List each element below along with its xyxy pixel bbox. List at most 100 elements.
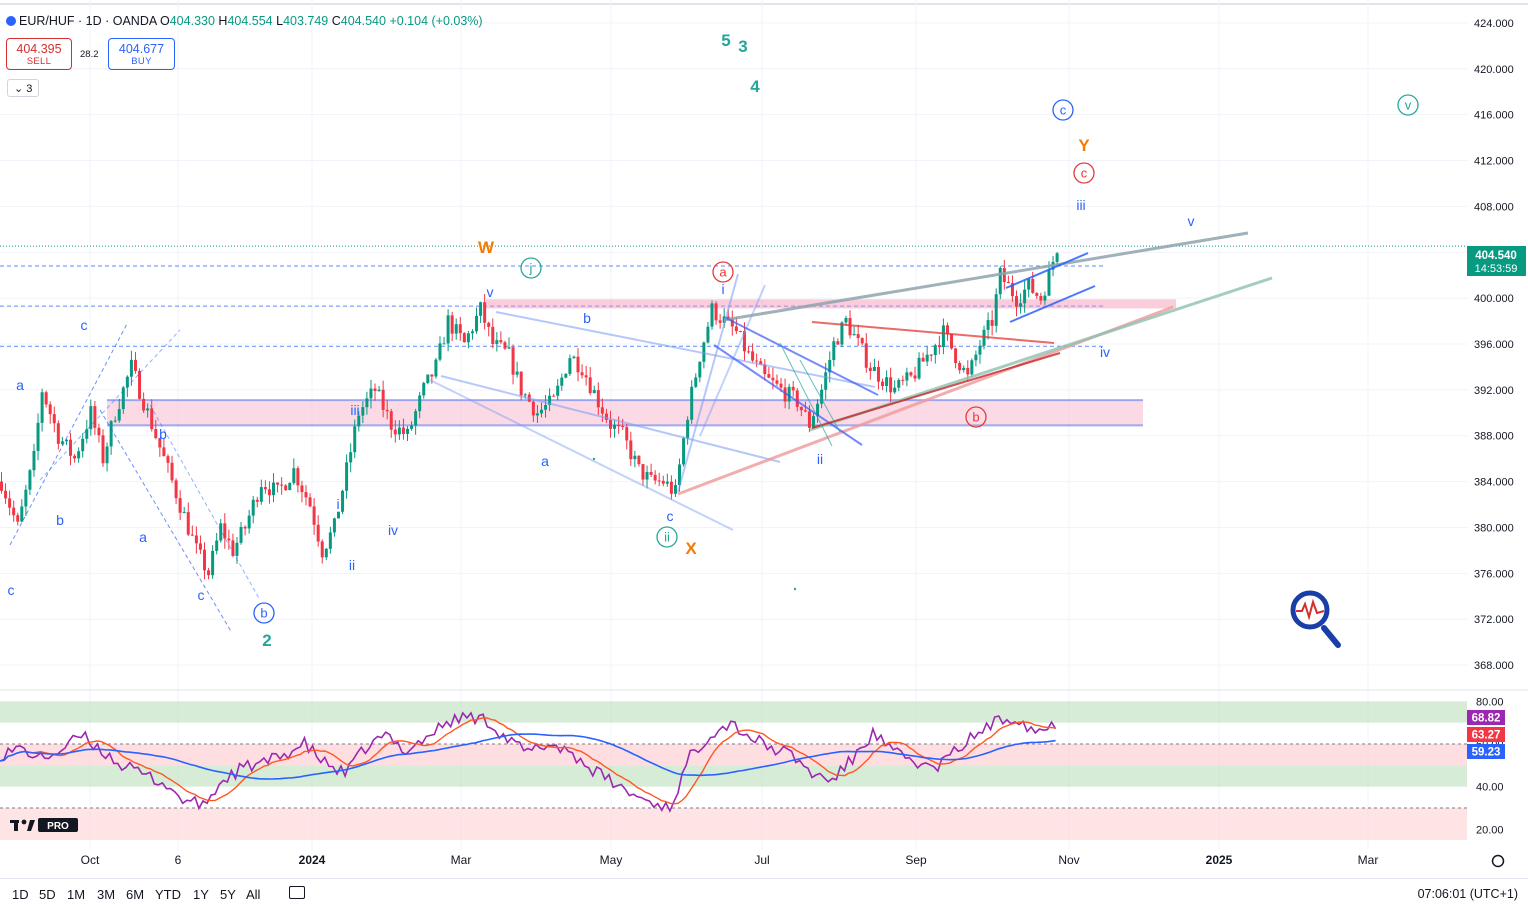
candle xyxy=(81,438,85,452)
candle xyxy=(556,385,560,396)
candle xyxy=(446,315,450,344)
candle xyxy=(401,427,405,434)
candle xyxy=(897,379,901,388)
candle xyxy=(60,441,64,444)
candle xyxy=(738,331,742,333)
candle xyxy=(535,413,539,416)
candle xyxy=(1002,267,1006,283)
candle xyxy=(572,356,576,359)
candle xyxy=(113,420,117,422)
candle xyxy=(840,322,844,345)
candle xyxy=(272,482,276,496)
candle xyxy=(223,523,227,539)
candle xyxy=(487,322,491,327)
clock-readout[interactable]: 07:06:01 (UTC+1) xyxy=(1417,887,1518,901)
candle xyxy=(913,375,917,379)
candle xyxy=(544,404,548,410)
candle xyxy=(434,359,438,377)
candle xyxy=(475,315,479,332)
rsi-axis-label: 20.00 xyxy=(1476,824,1504,836)
candle xyxy=(129,359,133,377)
candle xyxy=(458,324,462,334)
collapse-indicators-button[interactable]: ⌄ 3 xyxy=(7,79,39,97)
price-axis-label: 372.000 xyxy=(1474,614,1514,626)
candle xyxy=(158,438,162,448)
candle xyxy=(73,455,77,459)
wave-label: v xyxy=(1188,213,1195,229)
candle xyxy=(669,481,673,494)
candle xyxy=(706,326,710,343)
timeframe-button-5d[interactable]: 5D xyxy=(39,887,56,902)
timeframe-button-1d[interactable]: 1D xyxy=(12,887,29,902)
timeframe-button-all[interactable]: All xyxy=(246,887,261,902)
time-axis-label: 2024 xyxy=(299,853,326,867)
candle xyxy=(507,347,511,349)
candle xyxy=(12,507,16,516)
candle xyxy=(194,535,198,544)
candle xyxy=(816,403,820,417)
candle xyxy=(288,483,292,491)
candle xyxy=(682,438,686,465)
marker-dot xyxy=(592,457,596,461)
candle xyxy=(970,360,974,375)
candle xyxy=(714,303,718,321)
candle xyxy=(876,366,880,382)
candle xyxy=(718,320,722,323)
timeframe-button-6m[interactable]: 6M xyxy=(126,887,145,902)
price-axis-label: 424.000 xyxy=(1474,18,1514,30)
resistance-zone xyxy=(486,299,1176,309)
candle xyxy=(576,356,580,373)
candle xyxy=(239,526,243,543)
candle xyxy=(495,340,499,344)
candle xyxy=(584,375,588,378)
candle xyxy=(48,404,52,415)
price-chart[interactable]: 424.000420.000416.000412.000408.000404.0… xyxy=(0,0,1528,878)
candle xyxy=(511,347,515,375)
price-axis-label: 416.000 xyxy=(1474,110,1514,122)
buy-label: BUY xyxy=(131,56,152,67)
candle xyxy=(929,354,933,356)
candle xyxy=(560,377,564,386)
rsi-value: 68.82 xyxy=(1472,713,1501,725)
candle xyxy=(150,408,154,430)
candle xyxy=(1043,295,1047,301)
candle xyxy=(97,427,101,436)
wave-circle xyxy=(520,257,542,279)
candle xyxy=(146,408,150,411)
candle xyxy=(909,372,913,376)
candle xyxy=(1035,292,1039,296)
candle xyxy=(625,427,629,441)
candle xyxy=(385,409,389,412)
price-axis-label: 388.000 xyxy=(1474,431,1514,443)
wave-label: b xyxy=(159,426,167,442)
sell-button[interactable]: 404.395 SELL xyxy=(6,38,72,70)
candle xyxy=(211,550,215,576)
time-axis-label: Mar xyxy=(451,853,472,867)
symbol-label[interactable]: EUR/HUF · 1D · OANDA xyxy=(19,14,157,28)
candle xyxy=(243,526,247,529)
timeframe-button-1m[interactable]: 1M xyxy=(67,887,86,902)
candle xyxy=(945,325,949,334)
candle xyxy=(332,518,336,533)
buy-button[interactable]: 404.677 BUY xyxy=(108,38,175,70)
timeframe-button-1y[interactable]: 1Y xyxy=(193,887,209,902)
rsi-value: 59.23 xyxy=(1472,747,1501,759)
dashed-channel-line xyxy=(9,321,129,546)
candle xyxy=(726,316,730,319)
bottom-toolbar: 1D 5D 1M 3M 6M YTD 1Y 5Y All 07:06:01 (UTC+1) xyxy=(0,878,1528,904)
price-axis-label: 384.000 xyxy=(1474,477,1514,489)
time-axis-label: 2025 xyxy=(1206,853,1233,867)
candle xyxy=(580,372,584,376)
candle xyxy=(56,423,60,444)
timeframe-button-5y[interactable]: 5Y xyxy=(220,887,236,902)
rsi-band-high xyxy=(0,701,1467,723)
timeframe-button-3m[interactable]: 3M xyxy=(97,887,116,902)
candle xyxy=(609,419,612,429)
buy-price: 404.677 xyxy=(118,42,165,56)
candle xyxy=(600,407,604,414)
channel-line xyxy=(429,379,734,531)
date-range-calendar-icon[interactable] xyxy=(289,886,305,899)
wave-label: a xyxy=(139,529,147,545)
candle xyxy=(365,398,369,408)
timeframe-button-ytd[interactable]: YTD xyxy=(155,887,181,902)
